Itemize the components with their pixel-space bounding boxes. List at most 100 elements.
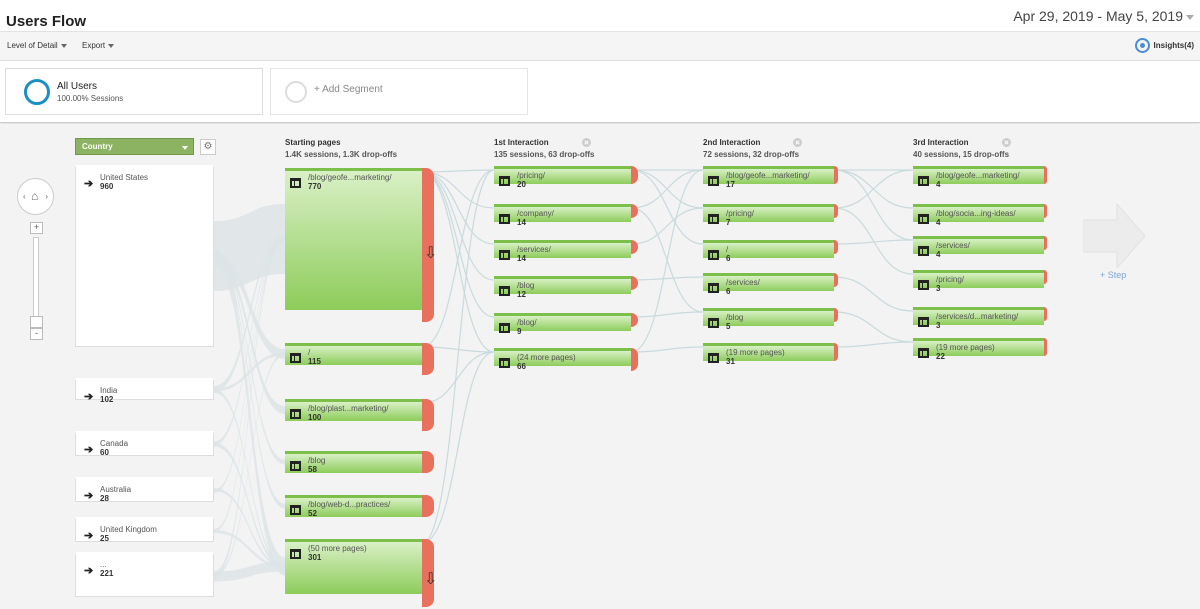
node-value: 6: [726, 287, 731, 296]
page-node[interactable]: /services/d...marketing/ 3: [913, 307, 1047, 330]
page-node[interactable]: (50 more pages) 301: [285, 539, 434, 607]
insights-icon: [1134, 38, 1150, 53]
node-value: 100: [308, 413, 322, 422]
node-bar: [494, 313, 631, 331]
export-menu[interactable]: Export: [82, 41, 115, 50]
dropoff-bar[interactable]: [1044, 338, 1047, 356]
dropoff-bar[interactable]: [1044, 204, 1047, 218]
dropoff-bar[interactable]: [1044, 307, 1047, 321]
column-title-row: 1st Interaction: [494, 138, 594, 147]
dropoff-bar[interactable]: [422, 495, 434, 517]
close-icon[interactable]: [793, 138, 803, 147]
pan-control[interactable]: ‹ ⌂ ›: [17, 178, 54, 215]
column-sub: 72 sessions, 32 drop-offs: [703, 150, 800, 159]
node-name: /blog: [726, 313, 744, 322]
country-name: Canada: [100, 439, 129, 448]
insights-button[interactable]: Insights(4): [1134, 38, 1194, 53]
node-bar: [703, 343, 834, 361]
dropoff-bar[interactable]: [631, 348, 638, 371]
gear-icon[interactable]: ⚙: [200, 139, 216, 155]
dropoff-bar[interactable]: [834, 204, 838, 218]
dropoff-bar[interactable]: [1044, 270, 1047, 284]
country-node[interactable]: ➔ Australia 28: [75, 477, 214, 503]
dropoff-bar[interactable]: [834, 166, 838, 184]
dropoff-bar[interactable]: [834, 308, 838, 322]
page-node[interactable]: /pricing/ 7: [703, 204, 838, 227]
country-node[interactable]: ➔ Canada 60: [75, 431, 214, 457]
page-node[interactable]: /pricing/ 3: [913, 270, 1047, 293]
page-icon: [918, 348, 929, 358]
dropoff-bar[interactable]: [422, 451, 434, 473]
level-of-detail-menu[interactable]: Level of Detail: [7, 41, 67, 50]
dropoff-bar[interactable]: [834, 240, 838, 254]
zoom-in-button[interactable]: +: [30, 222, 43, 234]
segment-sessions: 100.00% Sessions: [57, 94, 124, 103]
zoom-out-button[interactable]: -: [30, 328, 43, 340]
country-link: [214, 253, 285, 465]
home-icon[interactable]: ⌂: [31, 189, 39, 203]
date-range-picker[interactable]: Apr 29, 2019 - May 5, 2019: [1013, 8, 1194, 24]
segment-all-users[interactable]: All Users 100.00% Sessions: [5, 68, 263, 115]
flow-link: [421, 169, 495, 348]
flow-canvas[interactable]: Country ⚙ ‹ ⌂ › + - ➔ United States 960 ➔…: [0, 124, 1200, 609]
dropoff-bar[interactable]: [631, 204, 638, 218]
date-range-text: Apr 29, 2019 - May 5, 2019: [1013, 8, 1183, 24]
country-node[interactable]: ➔ United States 960: [75, 165, 214, 347]
country-node[interactable]: ➔ United Kingdom 25: [75, 517, 214, 543]
close-icon[interactable]: [581, 138, 591, 147]
node-bar: [913, 338, 1044, 356]
page-node[interactable]: /company/ 14: [494, 204, 638, 227]
page-node[interactable]: (19 more pages) 31: [703, 343, 838, 366]
page-node[interactable]: / 6: [703, 240, 838, 263]
chevron-left-icon[interactable]: ‹: [23, 192, 26, 201]
page-node[interactable]: /blog/geofe...marketing/ 770: [285, 168, 434, 322]
page-node[interactable]: /blog/web-d...practices/ 52: [285, 495, 434, 518]
page-node[interactable]: /services/ 6: [703, 273, 838, 296]
dropoff-bar[interactable]: [631, 276, 638, 290]
dropoff-bar[interactable]: [422, 343, 434, 375]
zoom-handle[interactable]: [30, 316, 43, 328]
column-header-2nd-interaction: 2nd Interaction 72 sessions, 32 drop-off…: [703, 138, 803, 159]
node-name: /pricing/: [517, 171, 546, 180]
dropoff-bar[interactable]: [422, 539, 434, 607]
page-node[interactable]: /blog/geofe...marketing/ 17: [703, 166, 838, 189]
page-node[interactable]: /blog 58: [285, 451, 434, 474]
add-step-button[interactable]: + Step: [1082, 202, 1146, 280]
page-node[interactable]: / 115: [285, 343, 434, 375]
page-node[interactable]: /services/ 4: [913, 236, 1047, 259]
dropoff-bar[interactable]: [1044, 236, 1047, 250]
dropoff-bar[interactable]: [422, 399, 434, 431]
node-value: 20: [517, 180, 526, 189]
page-node[interactable]: /services/ 14: [494, 240, 638, 263]
country-node[interactable]: ➔ India 102: [75, 378, 214, 404]
dimension-dropdown[interactable]: Country: [75, 138, 194, 155]
dropoff-bar[interactable]: [1044, 166, 1047, 184]
dropoff-bar[interactable]: [422, 168, 434, 322]
add-segment-button[interactable]: + Add Segment: [270, 68, 528, 115]
dropoff-bar[interactable]: [631, 240, 638, 254]
page-node[interactable]: /blog/ 9: [494, 313, 638, 336]
node-name: /: [308, 348, 311, 357]
page-node[interactable]: /blog/plast...marketing/ 100: [285, 399, 434, 431]
page-node[interactable]: /blog 5: [703, 308, 838, 331]
node-value: 4: [936, 180, 941, 189]
dropoff-bar[interactable]: [834, 343, 838, 361]
country-node[interactable]: ➔ ... 221: [75, 552, 214, 597]
zoom-slider[interactable]: [33, 237, 39, 327]
dropoff-bar[interactable]: [834, 273, 838, 287]
page-node[interactable]: /blog/geofe...marketing/ 4: [913, 166, 1047, 189]
page-node[interactable]: /pricing/ 20: [494, 166, 638, 189]
page-icon: [290, 505, 301, 515]
page-node[interactable]: (24 more pages) 66: [494, 348, 638, 371]
page-node[interactable]: /blog/socia...ing-ideas/ 4: [913, 204, 1047, 227]
page-node[interactable]: /blog 12: [494, 276, 638, 299]
page-icon: [290, 409, 301, 419]
dropoff-bar[interactable]: [631, 313, 638, 327]
page-node[interactable]: (19 more pages) 22: [913, 338, 1047, 361]
chevron-right-icon[interactable]: ›: [45, 192, 48, 201]
close-icon[interactable]: [1001, 138, 1011, 147]
dropoff-bar[interactable]: [631, 166, 638, 184]
page-icon: [290, 353, 301, 363]
column-title: Starting pages: [285, 138, 341, 147]
node-bar: [494, 166, 631, 184]
